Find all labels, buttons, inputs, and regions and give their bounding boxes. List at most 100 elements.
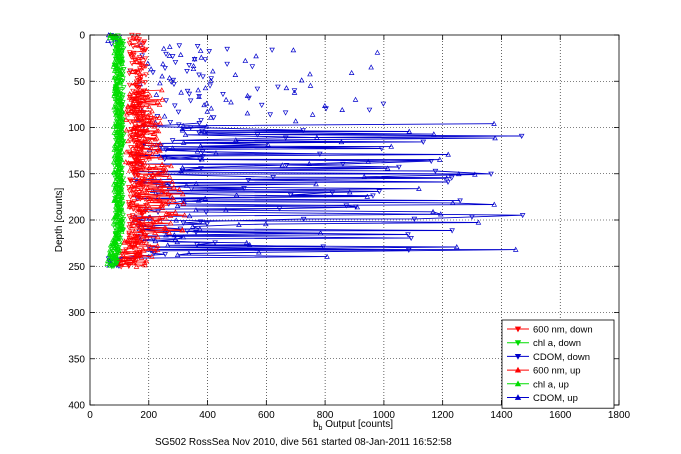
data-point xyxy=(148,112,154,118)
data-point xyxy=(306,160,313,166)
data-point xyxy=(111,129,118,135)
data-point xyxy=(121,238,128,244)
data-point xyxy=(361,173,368,179)
data-point xyxy=(169,145,176,151)
data-point xyxy=(120,248,127,254)
data-point xyxy=(153,142,160,148)
data-point xyxy=(136,55,143,61)
data-point xyxy=(142,223,149,229)
data-point xyxy=(146,204,153,210)
data-point xyxy=(135,180,141,186)
y-tick-label: 250 xyxy=(68,262,85,273)
data-point xyxy=(157,141,163,147)
data-point xyxy=(172,60,179,66)
data-point xyxy=(139,132,146,138)
data-point xyxy=(124,237,131,243)
data-point xyxy=(121,239,128,245)
data-point xyxy=(195,197,202,203)
data-point xyxy=(137,66,143,72)
legend-marker xyxy=(514,394,522,400)
data-point xyxy=(159,96,166,102)
data-point xyxy=(174,239,181,245)
data-point xyxy=(197,226,203,232)
data-point xyxy=(154,234,161,240)
series-4 xyxy=(104,32,126,268)
data-point xyxy=(196,94,202,100)
data-point xyxy=(171,81,177,88)
data-point xyxy=(144,188,150,194)
data-point xyxy=(119,117,125,123)
data-point xyxy=(117,171,124,177)
data-point xyxy=(125,104,132,110)
data-point xyxy=(132,133,139,139)
legend-entry-label: CDOM, up xyxy=(533,393,578,404)
data-point xyxy=(118,140,124,147)
data-point xyxy=(291,89,298,95)
data-point xyxy=(128,54,135,60)
data-point xyxy=(157,147,163,153)
data-point xyxy=(176,122,182,128)
data-point xyxy=(432,168,439,174)
data-point xyxy=(142,80,148,86)
data-point xyxy=(167,119,174,125)
data-point xyxy=(126,225,132,231)
data-point xyxy=(453,244,460,250)
data-point xyxy=(202,195,208,201)
data-point xyxy=(139,124,145,130)
data-point xyxy=(190,66,197,72)
data-point xyxy=(384,165,391,171)
data-point xyxy=(388,143,395,149)
data-point xyxy=(111,146,118,152)
data-point xyxy=(115,245,121,251)
data-point xyxy=(282,135,289,141)
data-point xyxy=(168,163,174,169)
data-point xyxy=(119,180,125,186)
data-point xyxy=(282,110,289,116)
data-point xyxy=(163,147,169,153)
data-point xyxy=(137,77,144,83)
data-point xyxy=(136,37,143,43)
data-point xyxy=(322,102,328,108)
data-point xyxy=(163,51,169,57)
data-point xyxy=(107,253,114,259)
data-point xyxy=(130,191,137,197)
data-point xyxy=(133,191,140,197)
data-point xyxy=(113,55,120,61)
data-point xyxy=(283,85,290,91)
data-point xyxy=(133,208,139,214)
data-point xyxy=(228,99,234,105)
data-point xyxy=(118,166,125,172)
data-point xyxy=(137,113,144,119)
data-point xyxy=(207,77,214,83)
data-point xyxy=(149,151,155,157)
data-point xyxy=(156,101,163,107)
data-point xyxy=(134,235,141,241)
data-point xyxy=(157,215,163,221)
data-point xyxy=(143,239,149,245)
data-point xyxy=(153,149,159,155)
data-point xyxy=(158,181,165,187)
data-point xyxy=(300,128,306,134)
data-point xyxy=(416,185,422,191)
data-point xyxy=(166,74,173,81)
data-point xyxy=(131,260,137,266)
data-point xyxy=(136,190,143,196)
data-point xyxy=(197,143,204,149)
data-point xyxy=(380,101,387,107)
data-point xyxy=(129,107,135,113)
data-point xyxy=(249,64,256,70)
data-point xyxy=(119,60,125,67)
data-point xyxy=(113,64,119,70)
data-point xyxy=(163,98,169,104)
data-point xyxy=(472,171,478,177)
data-point xyxy=(129,213,136,219)
data-point xyxy=(149,116,155,122)
data-point xyxy=(236,221,242,227)
data-point xyxy=(179,164,186,170)
data-point xyxy=(135,85,142,91)
x-axis-label: bb Output [counts] xyxy=(313,419,393,432)
data-point xyxy=(137,208,143,214)
data-point xyxy=(169,138,176,144)
legend-marker xyxy=(514,340,522,347)
data-point xyxy=(307,82,314,88)
